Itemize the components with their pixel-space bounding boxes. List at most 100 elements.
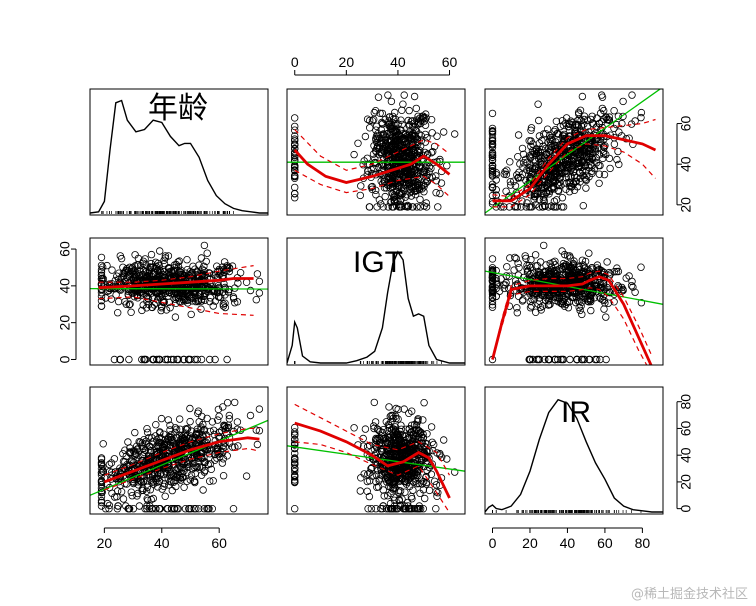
data-point (377, 432, 385, 440)
smoother-line (294, 421, 451, 499)
data-point (156, 355, 164, 364)
data-point (488, 183, 497, 191)
data-point (386, 499, 395, 508)
data-point (385, 433, 393, 441)
data-point (356, 191, 364, 200)
data-point (579, 289, 588, 298)
data-point (513, 171, 521, 179)
data-point (604, 299, 612, 307)
data-point (610, 140, 619, 148)
data-point (291, 193, 299, 202)
data-point (154, 259, 162, 268)
data-point (384, 434, 392, 442)
data-point (146, 486, 155, 494)
data-point (97, 253, 106, 262)
data-point (246, 286, 255, 295)
data-point (610, 298, 618, 306)
data-point (392, 149, 400, 158)
data-point (200, 453, 208, 462)
data-point (142, 487, 151, 495)
data-point (451, 468, 459, 476)
data-point (588, 153, 596, 162)
data-point (402, 181, 410, 190)
data-point (252, 426, 260, 434)
data-point (208, 505, 216, 513)
data-point (393, 137, 401, 145)
data-point (585, 355, 593, 364)
data-point (427, 423, 436, 431)
data-point (291, 135, 299, 143)
data-point (140, 355, 148, 364)
data-point (194, 409, 202, 417)
data-point (413, 468, 421, 476)
data-point (157, 306, 165, 315)
data-point (525, 203, 533, 211)
data-point (121, 458, 129, 466)
data-point (488, 109, 497, 118)
data-point (582, 184, 590, 192)
data-point (393, 450, 401, 458)
data-point (512, 254, 520, 263)
data-point (370, 398, 378, 407)
data-point (488, 153, 497, 161)
data-point (397, 438, 405, 447)
data-point (531, 251, 540, 259)
data-point (291, 478, 299, 486)
data-point (291, 126, 299, 134)
data-point (422, 110, 430, 118)
data-point (223, 399, 232, 407)
data-point (181, 505, 190, 513)
data-point (364, 167, 372, 175)
data-point (572, 128, 580, 136)
data-point (366, 124, 374, 132)
data-point (407, 187, 415, 196)
data-point (291, 172, 299, 181)
data-point (156, 428, 164, 436)
data-point (451, 130, 459, 138)
data-point (535, 355, 544, 364)
data-point (410, 505, 419, 513)
data-point (363, 443, 372, 451)
data-point (205, 355, 214, 364)
data-point (167, 355, 176, 364)
data-point (110, 493, 119, 501)
data-point (146, 442, 154, 451)
data-point (542, 172, 551, 180)
data-point (399, 134, 408, 142)
data-point (565, 120, 574, 129)
data-point (190, 505, 198, 513)
data-point (147, 495, 155, 504)
data-point (370, 445, 379, 453)
data-point (174, 457, 182, 465)
data-point (527, 126, 535, 134)
data-point (374, 483, 383, 491)
data-point (375, 437, 384, 445)
data-point (558, 116, 567, 125)
data-point (600, 115, 608, 123)
data-point (372, 147, 380, 156)
data-point (114, 297, 123, 306)
data-point (375, 196, 384, 204)
data-point (370, 115, 378, 124)
data-point (518, 144, 527, 153)
data-point (488, 156, 497, 165)
data-point (416, 429, 424, 437)
data-point (613, 155, 621, 164)
data-point (511, 277, 520, 285)
data-point (119, 450, 127, 458)
data-point (139, 270, 147, 279)
data-point (488, 303, 497, 311)
data-point (388, 177, 396, 186)
data-point (173, 473, 181, 481)
data-point (488, 161, 497, 170)
data-point (379, 502, 387, 510)
data-point (198, 282, 206, 291)
data-point (153, 296, 162, 304)
panel-1-2 (485, 241, 663, 365)
smoother-upper-band (294, 403, 451, 476)
smoother-lower-band (98, 296, 254, 316)
data-point (223, 355, 231, 364)
data-point (127, 276, 136, 284)
data-point (579, 201, 587, 210)
data-point (189, 262, 197, 270)
